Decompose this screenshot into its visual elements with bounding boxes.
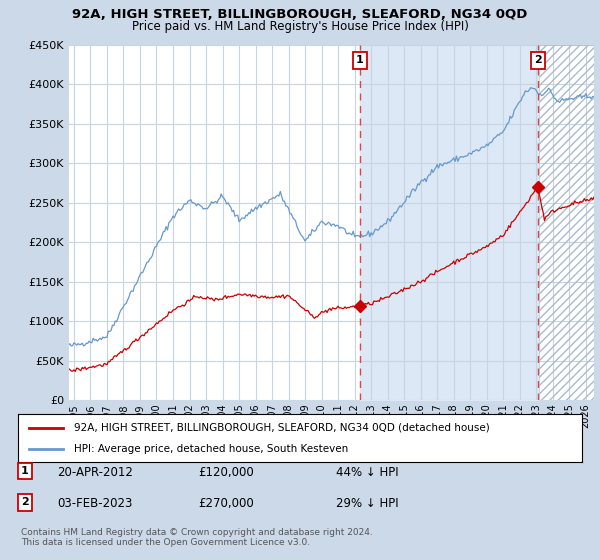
Text: £270,000: £270,000 <box>198 497 254 510</box>
Text: 92A, HIGH STREET, BILLINGBOROUGH, SLEAFORD, NG34 0QD: 92A, HIGH STREET, BILLINGBOROUGH, SLEAFO… <box>73 8 527 21</box>
Text: 92A, HIGH STREET, BILLINGBOROUGH, SLEAFORD, NG34 0QD (detached house): 92A, HIGH STREET, BILLINGBOROUGH, SLEAFO… <box>74 423 490 433</box>
Text: Price paid vs. HM Land Registry's House Price Index (HPI): Price paid vs. HM Land Registry's House … <box>131 20 469 33</box>
Text: 1: 1 <box>21 466 29 476</box>
Text: 20-APR-2012: 20-APR-2012 <box>57 466 133 479</box>
Text: £120,000: £120,000 <box>198 466 254 479</box>
Text: 44% ↓ HPI: 44% ↓ HPI <box>336 466 398 479</box>
Text: 2: 2 <box>534 55 542 66</box>
Text: Contains HM Land Registry data © Crown copyright and database right 2024.
This d: Contains HM Land Registry data © Crown c… <box>21 528 373 547</box>
Text: 03-FEB-2023: 03-FEB-2023 <box>57 497 133 510</box>
Text: 1: 1 <box>356 55 364 66</box>
Text: 29% ↓ HPI: 29% ↓ HPI <box>336 497 398 510</box>
Text: 2: 2 <box>21 497 29 507</box>
Text: HPI: Average price, detached house, South Kesteven: HPI: Average price, detached house, Sout… <box>74 444 349 454</box>
